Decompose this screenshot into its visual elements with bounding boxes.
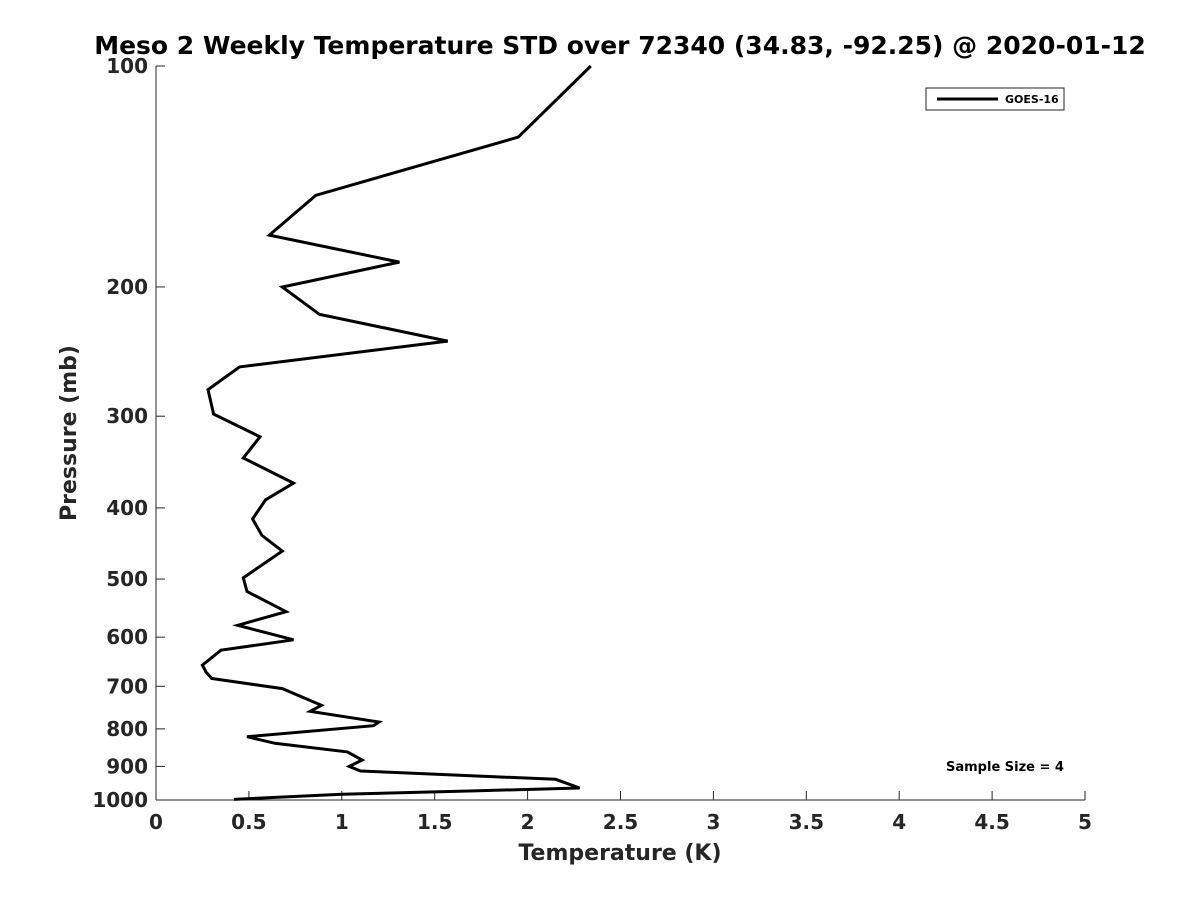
legend: GOES-16 bbox=[925, 87, 1065, 111]
series-layer bbox=[200, 64, 592, 801]
y-tick-label: 700 bbox=[106, 674, 148, 698]
y-tick-label: 400 bbox=[106, 496, 148, 520]
y-axis-label: Pressure (mb) bbox=[57, 345, 82, 521]
x-tick-label: 0.5 bbox=[231, 810, 266, 834]
y-tick-label: 800 bbox=[106, 717, 148, 741]
x-tick-label: 0 bbox=[149, 810, 163, 834]
x-tick-label: 2.5 bbox=[603, 810, 638, 834]
y-tick-label: 600 bbox=[106, 625, 148, 649]
x-axis-label: Temperature (K) bbox=[518, 841, 721, 866]
chart-title: Meso 2 Weekly Temperature STD over 72340… bbox=[94, 31, 1146, 60]
y-tick-label: 200 bbox=[106, 275, 148, 299]
x-tick-label: 2 bbox=[521, 810, 535, 834]
y-tick-label: 900 bbox=[106, 754, 148, 778]
series-line bbox=[200, 64, 592, 801]
x-tick-label: 1.5 bbox=[417, 810, 452, 834]
x-tick-label: 1 bbox=[335, 810, 349, 834]
x-tick-label: 4 bbox=[892, 810, 906, 834]
x-tick-label: 4.5 bbox=[974, 810, 1009, 834]
y-ticks: 100 200 300 400 500 600 700 800 900 1000 bbox=[92, 54, 165, 812]
legend-label: GOES-16 bbox=[1005, 93, 1059, 106]
x-ticks: 0 0.5 1 1.5 2 2.5 3 3.5 4 4.5 5 bbox=[149, 791, 1092, 834]
plot-area bbox=[155, 66, 1085, 801]
x-tick-label: 3 bbox=[706, 810, 720, 834]
y-tick-label: 500 bbox=[106, 567, 148, 591]
y-tick-label: 300 bbox=[106, 404, 148, 428]
sample-size-annotation: Sample Size = 4 bbox=[946, 760, 1064, 775]
y-tick-label: 1000 bbox=[92, 788, 148, 812]
x-tick-label: 3.5 bbox=[789, 810, 824, 834]
y-tick-label: 100 bbox=[106, 54, 148, 78]
x-tick-label: 5 bbox=[1078, 810, 1092, 834]
